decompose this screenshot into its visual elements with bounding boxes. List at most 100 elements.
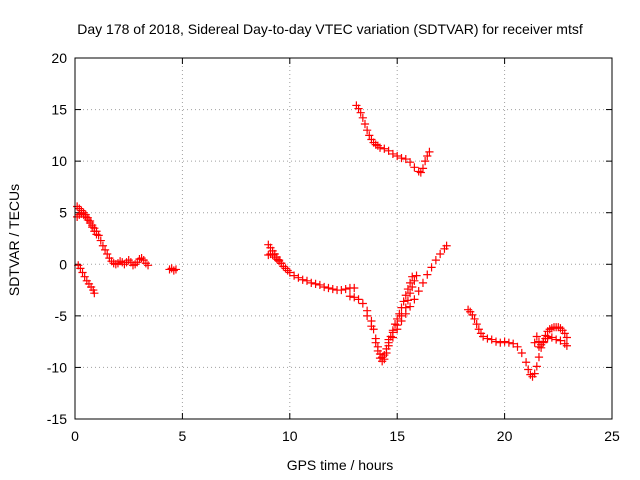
data-point — [410, 276, 419, 285]
ticks — [74, 57, 613, 420]
tick-labels: 0 5 10 15 20 25 -15 -10 -5 0 5 10 15 20 — [47, 50, 620, 444]
data-point — [320, 282, 329, 292]
x-tick-label: 25 — [604, 428, 620, 444]
plot-frame — [74, 57, 613, 420]
data-point — [562, 341, 571, 350]
data-point — [552, 335, 561, 344]
data-point — [363, 126, 372, 135]
data-point — [427, 263, 436, 272]
data-point — [410, 295, 419, 304]
data-point — [92, 230, 101, 239]
data-point — [517, 348, 526, 358]
data-point — [397, 311, 406, 320]
data-point — [285, 268, 294, 277]
data-point — [315, 280, 324, 290]
data-point — [474, 325, 483, 334]
data-point — [341, 284, 350, 294]
series-high-arc — [352, 101, 434, 177]
y-tick-label: 10 — [51, 153, 67, 169]
data-point — [88, 223, 97, 232]
data-point — [547, 333, 556, 342]
series-evening-left-arc — [463, 305, 518, 348]
data-point — [401, 154, 410, 164]
data-point — [543, 334, 552, 343]
data-point — [442, 241, 451, 250]
data-point — [373, 346, 382, 356]
data-point — [78, 268, 87, 277]
data-point — [367, 322, 376, 331]
data-point — [504, 338, 513, 347]
data-point — [491, 337, 501, 346]
data-point — [171, 265, 181, 274]
y-tick-label: -15 — [47, 411, 67, 427]
x-tick-label: 0 — [71, 428, 79, 444]
series-early-lower-arc — [74, 261, 99, 298]
data-point — [423, 270, 432, 279]
data-point — [509, 339, 518, 348]
data-point — [500, 337, 509, 346]
data-point — [524, 365, 533, 374]
data-point — [405, 302, 415, 311]
data-point — [403, 284, 413, 294]
data-point — [384, 146, 393, 155]
data-point — [356, 108, 365, 117]
data-point — [358, 299, 367, 308]
data-point — [337, 285, 346, 295]
data-point — [414, 287, 423, 296]
data-point — [425, 147, 434, 156]
data-point — [412, 271, 421, 280]
data-point — [98, 241, 108, 250]
data-point — [405, 278, 415, 287]
data-point — [431, 256, 440, 265]
series-midday-trough-c — [384, 271, 421, 344]
data-point — [358, 113, 367, 122]
data-point — [479, 332, 488, 341]
grid — [75, 58, 612, 419]
data-point — [539, 338, 548, 347]
data-point — [311, 279, 320, 288]
x-tick-label: 10 — [282, 428, 298, 444]
data-point — [277, 259, 286, 268]
data-point — [380, 144, 389, 153]
data-point — [298, 275, 307, 284]
data-point — [408, 282, 417, 292]
data-point — [483, 334, 492, 343]
data-point — [388, 149, 398, 159]
data-point — [405, 158, 415, 167]
data-point — [532, 362, 541, 371]
x-tick-label: 5 — [179, 428, 187, 444]
y-tick-label: 20 — [51, 50, 67, 66]
data-point — [393, 151, 402, 161]
data-point — [345, 292, 355, 301]
data-point — [405, 289, 415, 298]
y-tick-label: -5 — [55, 308, 68, 324]
data-point — [85, 218, 95, 228]
data-point — [354, 104, 363, 113]
y-axis-label: SDTVAR / TECUs — [6, 184, 22, 296]
data-point — [468, 310, 477, 319]
y-tick-label: 0 — [59, 256, 67, 272]
series-midday-trough-b — [363, 241, 451, 366]
data-point — [89, 285, 98, 295]
data-point — [328, 284, 337, 294]
data-point — [384, 335, 393, 344]
data-point — [423, 151, 432, 161]
series-evening-right-arc-a — [532, 323, 571, 349]
data-point — [408, 272, 417, 281]
data-point — [397, 153, 406, 163]
data-point — [401, 303, 410, 312]
data-point — [562, 333, 571, 342]
data-point — [350, 283, 359, 293]
data-point — [556, 336, 565, 345]
data-point — [371, 338, 380, 347]
data-point — [365, 131, 374, 140]
series-midday-trough-a — [345, 272, 417, 362]
data-point — [143, 261, 153, 270]
data-point — [289, 271, 299, 280]
x-tick-label: 20 — [497, 428, 513, 444]
data-point — [354, 295, 363, 304]
data-point — [487, 335, 496, 344]
data-point — [307, 278, 316, 287]
series-midday-left-arc-2 — [264, 249, 286, 268]
